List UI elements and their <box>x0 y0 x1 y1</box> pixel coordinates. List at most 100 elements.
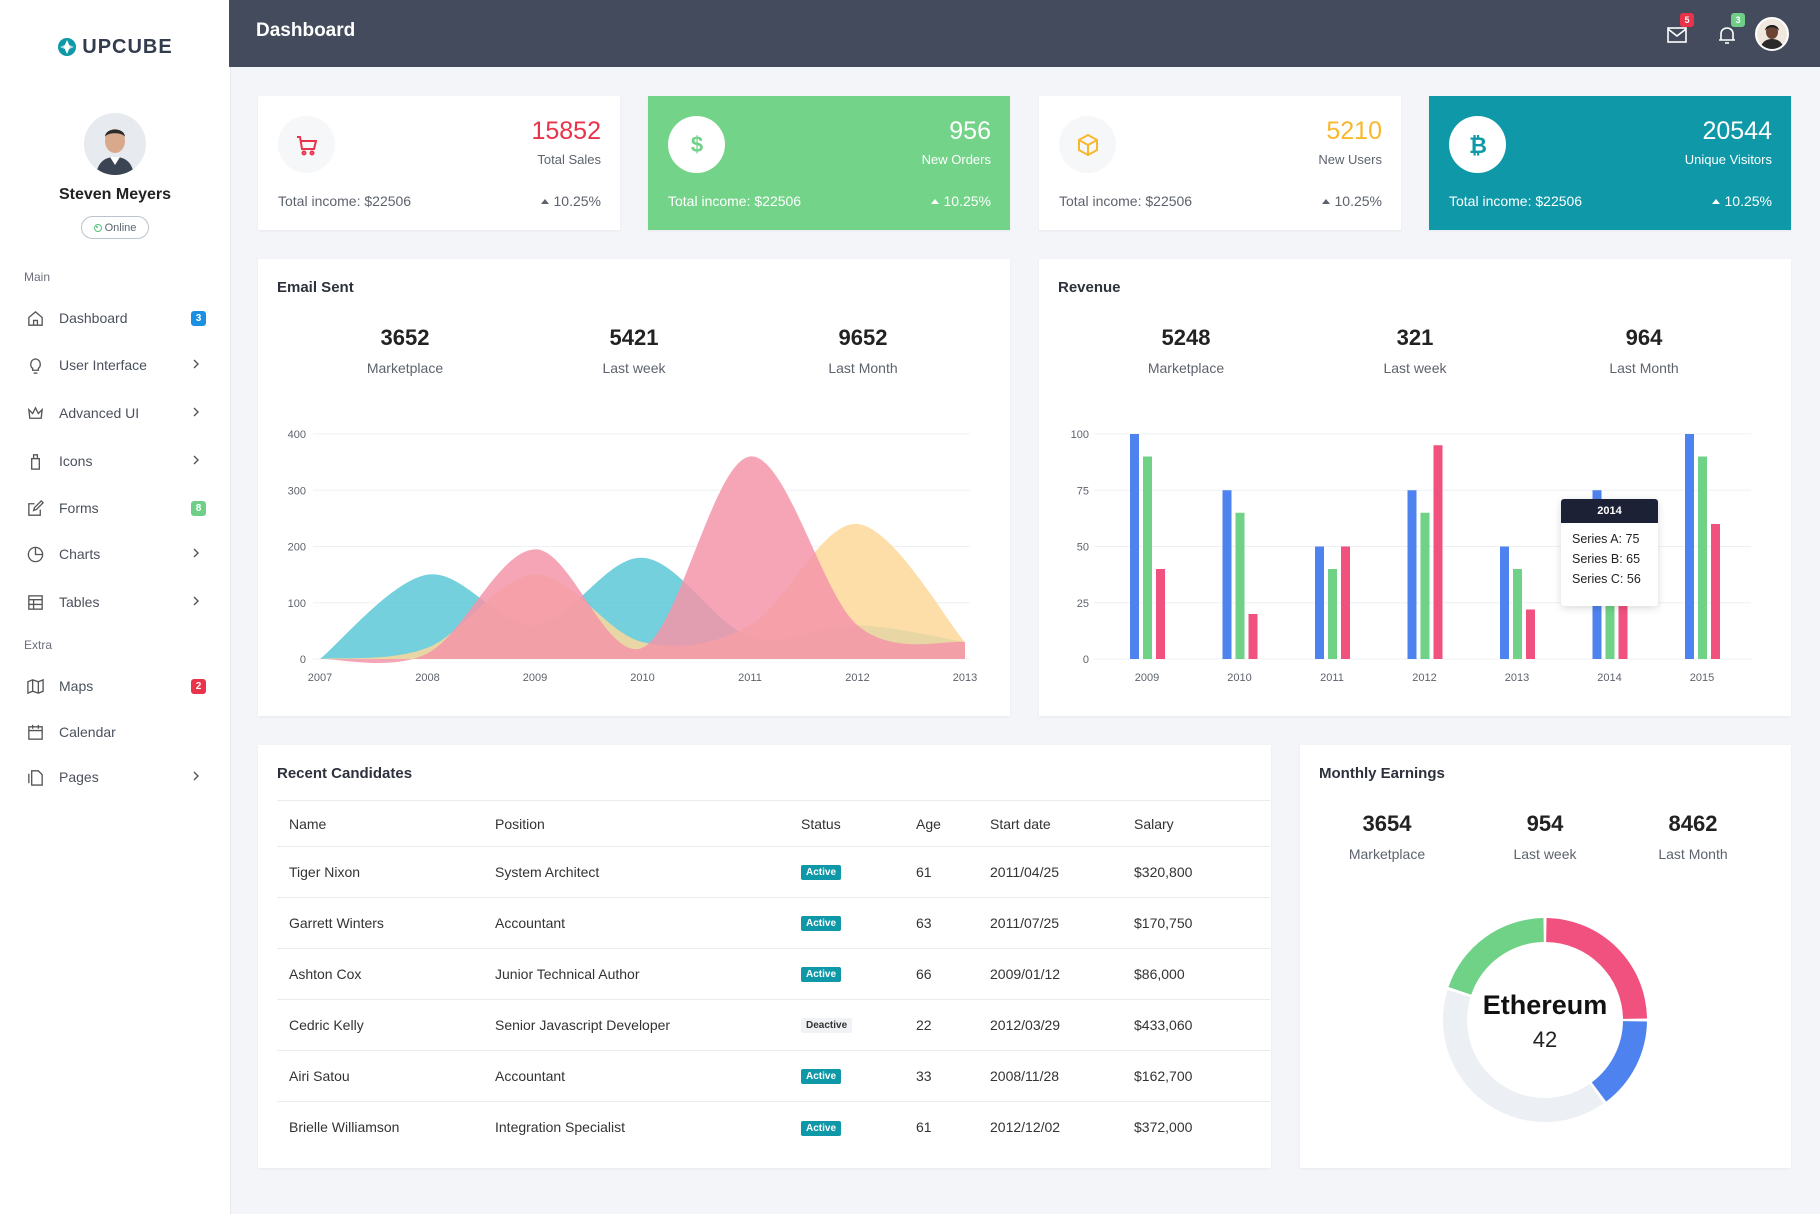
x-tick-label: 2015 <box>1690 672 1714 684</box>
stat-percentage: 10.25% <box>1322 193 1382 209</box>
donut-slice-0 <box>1448 918 1544 995</box>
status-badge: Active <box>801 865 842 881</box>
metric-label: Last Month <box>828 360 898 376</box>
maps-badge: 2 <box>191 679 206 694</box>
y-tick-label: 50 <box>1077 542 1089 554</box>
monthly-metric-marketplace: 3654 Marketplace <box>1292 811 1482 862</box>
x-tick-label: 2013 <box>953 672 977 684</box>
y-tick-label: 400 <box>288 429 306 441</box>
x-tick-label: 2010 <box>630 672 654 684</box>
sidebar-item-tables[interactable]: Tables <box>0 582 230 622</box>
brush-icon <box>31 453 40 470</box>
sidebar-item-label: Pages <box>59 769 99 785</box>
page-title: Dashboard <box>256 20 356 41</box>
x-tick-label: 2008 <box>415 672 439 684</box>
cell-salary: $162,700 <box>1122 1050 1270 1102</box>
cell-status: Active <box>789 846 904 898</box>
bar-2009-2 <box>1156 569 1165 659</box>
y-tick-label: 0 <box>1083 654 1089 666</box>
table-row[interactable]: Tiger Nixon System Architect Active 61 2011/… <box>277 846 1270 898</box>
donut-slice-1 <box>1546 918 1647 1019</box>
bell-badge: 3 <box>1731 13 1745 27</box>
column-header-position[interactable]: Position <box>483 800 789 847</box>
sidebar-item-pages[interactable]: Pages <box>0 757 230 797</box>
tooltip-title: 2014 <box>1561 499 1658 523</box>
candidates-table: Name Position Status Age Start date Sala… <box>277 800 1270 1153</box>
sidebar-item-user-interface[interactable]: User Interface <box>0 345 230 385</box>
email-area-chart: 0 100 200 300 400 2007 2008 2009 2010 2011 2012 201… <box>288 429 978 684</box>
x-tick-label: 2007 <box>308 672 332 684</box>
user-avatar[interactable] <box>84 113 146 175</box>
cell-salary: $433,060 <box>1122 999 1270 1051</box>
email-sent-card: Email Sent 3652 Marketplace 5421 Last week… <box>258 259 1010 716</box>
metric-value: 5421 <box>609 325 659 350</box>
column-header-salary[interactable]: Salary <box>1122 800 1270 847</box>
metric-label: Last week <box>1513 846 1577 862</box>
sidebar-item-label: Calendar <box>59 724 116 740</box>
chevron-right-icon <box>193 596 199 606</box>
cell-salary: $372,000 <box>1134 1119 1193 1136</box>
bar-2015-0 <box>1685 434 1694 659</box>
table-row[interactable]: Cedric Kelly Senior Javascript Developer D… <box>277 999 1270 1051</box>
stat-card-unique-visitors: ₿ 20544 Unique Visitors Total income: $2… <box>1429 96 1791 230</box>
nav-section-extra: Extra <box>24 638 53 652</box>
x-tick-label: 2013 <box>1505 672 1529 684</box>
x-tick-label: 2009 <box>1135 672 1159 684</box>
status-badge: Active <box>801 916 842 932</box>
donut-slice-2 <box>1591 1021 1647 1102</box>
sidebar-item-forms[interactable]: Forms 8 <box>0 488 230 528</box>
chevron-right-icon <box>193 359 199 369</box>
bar-2012-1 <box>1420 512 1430 659</box>
metric-label: Marketplace <box>1348 846 1426 862</box>
status-badge: Active <box>801 967 842 983</box>
column-header-age[interactable]: Age <box>904 800 978 847</box>
table-row[interactable]: Ashton Cox Junior Technical Author Active 6… <box>277 948 1270 1000</box>
cell-status: Active <box>789 1050 904 1102</box>
cell-position: Senior Javascript Developer <box>483 999 789 1051</box>
metric-label: Last Month <box>1658 846 1728 862</box>
y-tick-label: 100 <box>288 598 306 610</box>
status-badge: Deactive <box>801 1018 853 1034</box>
cell-age: 61 <box>904 846 978 898</box>
status-badge: Active <box>801 1120 842 1136</box>
revenue-card: Revenue 5248 Marketplace 321 Last week 964… <box>1039 259 1791 716</box>
revenue-metric-last-week: 321 Last week <box>1315 325 1515 376</box>
forms-badge: 8 <box>191 501 206 516</box>
column-header-start-date[interactable]: Start date <box>978 800 1122 847</box>
column-header-status[interactable]: Status <box>789 800 904 847</box>
sidebar-item-charts[interactable]: Charts <box>0 534 230 574</box>
metric-label: Marketplace <box>366 360 444 376</box>
sidebar-item-advanced-ui[interactable]: Advanced UI <box>0 393 230 433</box>
table-row[interactable]: Airi Satou Accountant Active 33 2008/11/28 $1… <box>277 1050 1270 1102</box>
tooltip-line: Series A: 75 <box>1572 532 1640 546</box>
cell-position: Accountant <box>483 897 789 949</box>
cell-start-date: 2008/11/28 <box>978 1050 1122 1102</box>
logo[interactable]: UPCUBE <box>0 36 230 59</box>
card-title: Recent Candidates <box>277 765 413 782</box>
sidebar-item-maps[interactable]: Maps 2 <box>0 666 230 706</box>
cell-position: Junior Technical Author <box>483 948 789 1000</box>
cell-position: Accountant <box>483 1050 789 1102</box>
sidebar-item-label: Advanced UI <box>59 405 140 421</box>
profile-avatar[interactable] <box>1755 17 1789 51</box>
cell-start-date: 2012/03/29 <box>978 999 1122 1051</box>
column-header-name[interactable]: Name <box>277 800 483 847</box>
bar-2011-2 <box>1341 546 1350 659</box>
bar-2013-2 <box>1526 609 1535 659</box>
cell-salary: $170,750 <box>1122 897 1270 949</box>
table-row[interactable]: Garrett Winters Accountant Active 63 2011/07… <box>277 897 1270 949</box>
cell-status: Active <box>789 948 904 1000</box>
topbar: Dashboard 5 3 <box>229 0 1820 67</box>
sidebar-item-dashboard[interactable]: Dashboard 3 <box>0 298 230 338</box>
svg-text:$: $ <box>690 132 702 157</box>
bar-2010-2 <box>1248 614 1258 659</box>
bell-icon[interactable] <box>1716 24 1738 46</box>
cell-age: 22 <box>904 999 978 1051</box>
email-metric-marketplace: 3652 Marketplace <box>305 325 505 376</box>
table-row[interactable]: Brielle Williamson Integration Specialist… <box>277 1102 1270 1153</box>
stat-value: 15852 <box>531 117 601 145</box>
chart-tooltip: 2014 Series A: 75 Series B: 65 Series C:… <box>1561 499 1658 606</box>
mail-icon[interactable] <box>1666 24 1688 46</box>
sidebar-item-icons[interactable]: Icons <box>0 441 230 481</box>
sidebar-item-calendar[interactable]: Calendar <box>0 712 230 752</box>
